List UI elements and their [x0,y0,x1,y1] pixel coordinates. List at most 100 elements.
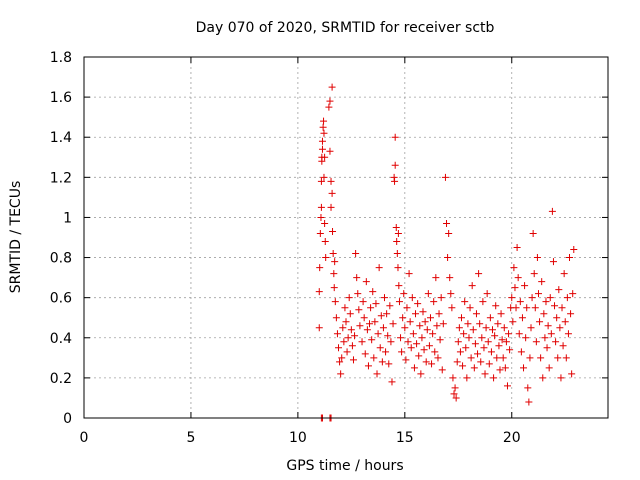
data-point [502,338,510,346]
data-point [542,298,550,306]
data-point [429,330,437,338]
data-point [344,334,352,342]
data-point [451,384,459,392]
data-point [388,378,396,386]
data-point [318,145,326,153]
data-point [394,229,402,237]
data-point [456,348,464,356]
data-point [533,254,541,262]
data-point [528,294,536,302]
data-point [343,348,351,356]
data-point [347,326,355,334]
data-point [516,298,524,306]
data-point [328,189,336,197]
data-point [463,374,471,382]
data-point [382,348,390,356]
data-point [545,364,553,372]
data-point [476,320,484,328]
data-point [408,294,416,302]
x-tick-label: 5 [186,430,195,446]
data-point [345,294,353,302]
data-point [407,344,415,352]
data-point [373,370,381,378]
y-tick-label: 0.6 [50,291,72,307]
data-point [367,304,375,312]
data-point [544,322,552,330]
data-point [363,326,371,334]
data-point [543,344,551,352]
data-point [495,342,503,350]
data-point [526,354,534,362]
data-point [331,258,339,266]
x-tick-label: 15 [396,430,414,446]
data-point [547,330,555,338]
data-point [494,320,502,328]
data-point [433,322,441,330]
data-point [335,344,343,352]
data-point [317,203,325,211]
data-point [349,356,357,364]
data-point [484,338,492,346]
data-point [379,324,387,332]
data-point [403,304,411,312]
data-points [315,83,578,422]
data-point [327,203,335,211]
data-point [479,298,487,306]
data-point [419,308,427,316]
data-point [393,250,401,258]
data-point [391,133,399,141]
data-point [338,354,346,362]
data-point [320,117,328,125]
data-point [368,336,376,344]
data-point [549,258,557,266]
data-point [509,318,517,326]
data-point [428,360,436,368]
data-point [404,338,412,346]
data-point [449,374,457,382]
data-point [358,338,366,346]
data-point [375,264,383,272]
data-point [438,366,446,374]
data-point [372,300,380,308]
data-point [393,238,401,246]
data-point [364,362,372,370]
data-point [472,310,480,318]
data-point [417,370,425,378]
chart-title: Day 070 of 2020, SRMTID for receiver sct… [196,20,495,36]
data-point [341,304,349,312]
data-point [325,103,333,111]
data-point [371,318,379,326]
data-point [346,310,354,318]
data-point [462,344,470,352]
data-point [383,310,391,318]
data-point [470,364,478,372]
data-point [559,342,567,350]
data-point [327,177,335,185]
data-point [355,306,363,314]
data-point [432,274,440,282]
data-point [413,340,421,348]
data-point [422,358,430,366]
data-point [443,219,451,227]
data-point [515,330,523,338]
data-point [321,153,329,161]
data-point [405,270,413,278]
data-point [326,97,334,105]
data-point [385,360,393,368]
y-tick-label: 1 [63,210,72,226]
data-point [514,274,522,282]
x-axis-label: GPS time / hours [286,458,403,474]
data-point [414,300,422,308]
data-point [395,282,403,290]
data-point [447,290,455,298]
data-point [315,288,323,296]
data-point [410,364,418,372]
data-point [360,314,368,322]
data-point [376,344,384,352]
data-point [562,354,570,362]
data-point [523,304,531,312]
data-point [423,326,431,334]
data-point [531,304,539,312]
y-tick-label: 1.2 [50,170,72,186]
data-point [418,334,426,342]
